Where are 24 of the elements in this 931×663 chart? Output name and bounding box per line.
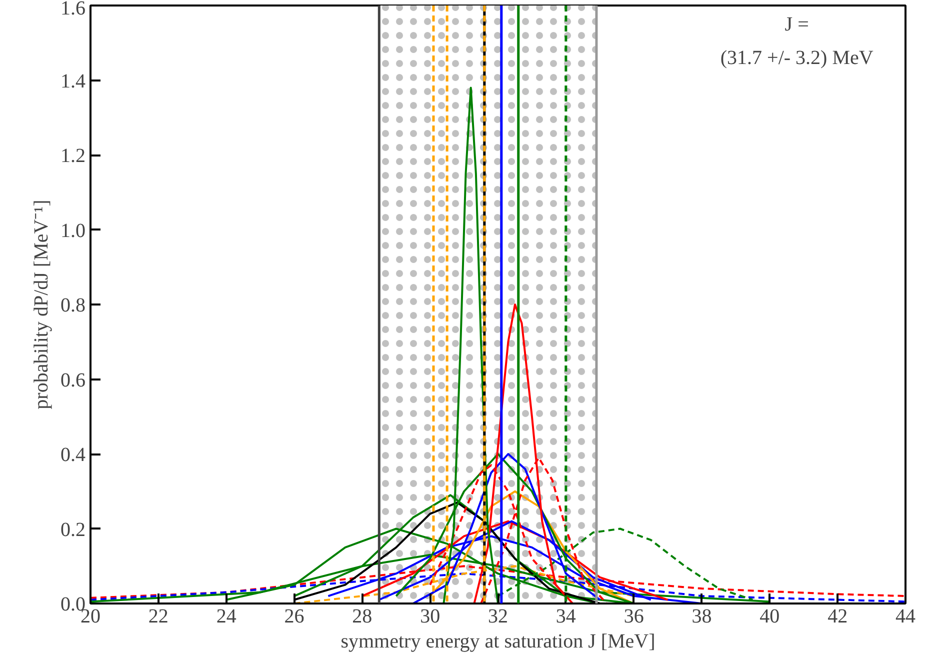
- x-tick-label: 42: [828, 606, 848, 628]
- x-tick-label: 44: [896, 606, 916, 628]
- x-axis-title: symmetry energy at saturation J [MeV]: [340, 630, 656, 652]
- x-tick-label: 24: [216, 606, 236, 628]
- y-tick-label: 0.8: [60, 294, 86, 316]
- x-tick-label: 38: [692, 606, 712, 628]
- y-tick-label: 0.2: [60, 518, 86, 541]
- y-axis-title: probability dP/dJ [MeV⁻¹]: [30, 200, 52, 410]
- x-tick-label: 32: [488, 606, 508, 628]
- x-tick-label: 30: [420, 606, 440, 628]
- y-tick-label: 1.0: [60, 220, 86, 242]
- y-tick-label: 1.2: [60, 145, 86, 167]
- y-tick-label: 0.4: [60, 444, 86, 466]
- y-tick-label: 0.6: [60, 369, 86, 392]
- x-tick-label: 28: [352, 606, 372, 628]
- annotation: J =: [784, 13, 809, 36]
- x-tick-label: 34: [556, 606, 576, 628]
- annotation: (31.7 +/- 3.2) MeV: [720, 47, 874, 70]
- x-tick-label: 22: [148, 606, 168, 628]
- x-tick-label: 26: [284, 606, 304, 628]
- y-tick-label: 1.6: [60, 0, 86, 20]
- y-tick-label: 1.4: [60, 70, 86, 92]
- x-tick-label: 36: [624, 606, 644, 628]
- x-tick-label: 40: [760, 606, 780, 628]
